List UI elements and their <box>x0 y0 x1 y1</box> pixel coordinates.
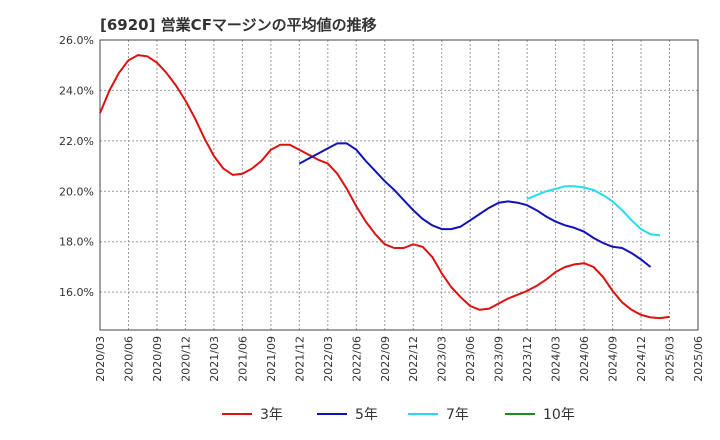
x-tick-label: 2022/03 <box>322 336 335 382</box>
x-tick-label: 2022/09 <box>379 336 392 382</box>
legend-label: 10年 <box>543 407 575 423</box>
x-tick-label: 2021/09 <box>265 336 278 382</box>
x-tick-label: 2025/06 <box>692 336 705 382</box>
series-line-3年 <box>99 54 670 320</box>
y-tick-label: 16.0% <box>59 286 94 299</box>
x-tick-label: 2021/06 <box>236 336 249 382</box>
grid <box>100 39 698 330</box>
x-tick-label: 2022/12 <box>407 336 420 382</box>
legend-label: 5年 <box>355 407 378 423</box>
series-line-7年 <box>526 185 661 237</box>
x-tick-label: 2020/09 <box>151 336 164 382</box>
x-tick-label: 2023/03 <box>436 336 449 382</box>
y-tick-label: 18.0% <box>59 236 94 249</box>
legend-item: 5年 <box>317 402 378 426</box>
legend-label: 3年 <box>260 407 283 423</box>
x-tick-label: 2024/12 <box>635 336 648 382</box>
legend-swatch <box>408 413 438 415</box>
legend-swatch <box>505 413 535 415</box>
legend-swatch <box>222 413 252 415</box>
chart-title: [6920] 営業CFマージンの平均値の推移 <box>100 16 377 34</box>
y-tick-label: 20.0% <box>59 185 94 198</box>
x-tick-label: 2025/03 <box>664 336 677 382</box>
x-tick-label: 2022/06 <box>350 336 363 382</box>
x-tick-label: 2021/12 <box>293 336 306 382</box>
x-tick-label: 2024/06 <box>578 336 591 382</box>
legend: 3年 5年 7年 10年 <box>0 402 720 426</box>
y-tick-label: 26.0% <box>59 34 94 47</box>
x-tick-label: 2023/12 <box>521 336 534 382</box>
legend-item: 7年 <box>408 402 469 426</box>
axes <box>99 39 699 331</box>
y-tick-label: 24.0% <box>59 84 94 97</box>
series-lines <box>99 54 670 320</box>
plot-frame <box>99 39 699 331</box>
legend-label: 7年 <box>446 407 469 423</box>
legend-item: 10年 <box>505 402 575 426</box>
x-tick-label: 2020/03 <box>94 336 107 382</box>
y-tick-labels: 26.0% 24.0% 22.0% 20.0% 18.0% 16.0% <box>59 34 94 299</box>
x-tick-label: 2023/09 <box>493 336 506 382</box>
x-tick-label: 2024/03 <box>550 336 563 382</box>
series-line-5年 <box>298 142 652 268</box>
x-tick-label: 2024/09 <box>607 336 620 382</box>
legend-item: 3年 <box>222 402 283 426</box>
x-tick-label: 2023/06 <box>464 336 477 382</box>
y-tick-label: 22.0% <box>59 135 94 148</box>
x-tick-label: 2021/03 <box>208 336 221 382</box>
x-tick-label: 2020/06 <box>122 336 135 382</box>
legend-swatch <box>317 413 347 415</box>
x-tick-label: 2020/12 <box>179 336 192 382</box>
x-tick-labels: 2020/03 2020/06 2020/09 2020/12 2021/03 2021/… <box>94 336 705 382</box>
